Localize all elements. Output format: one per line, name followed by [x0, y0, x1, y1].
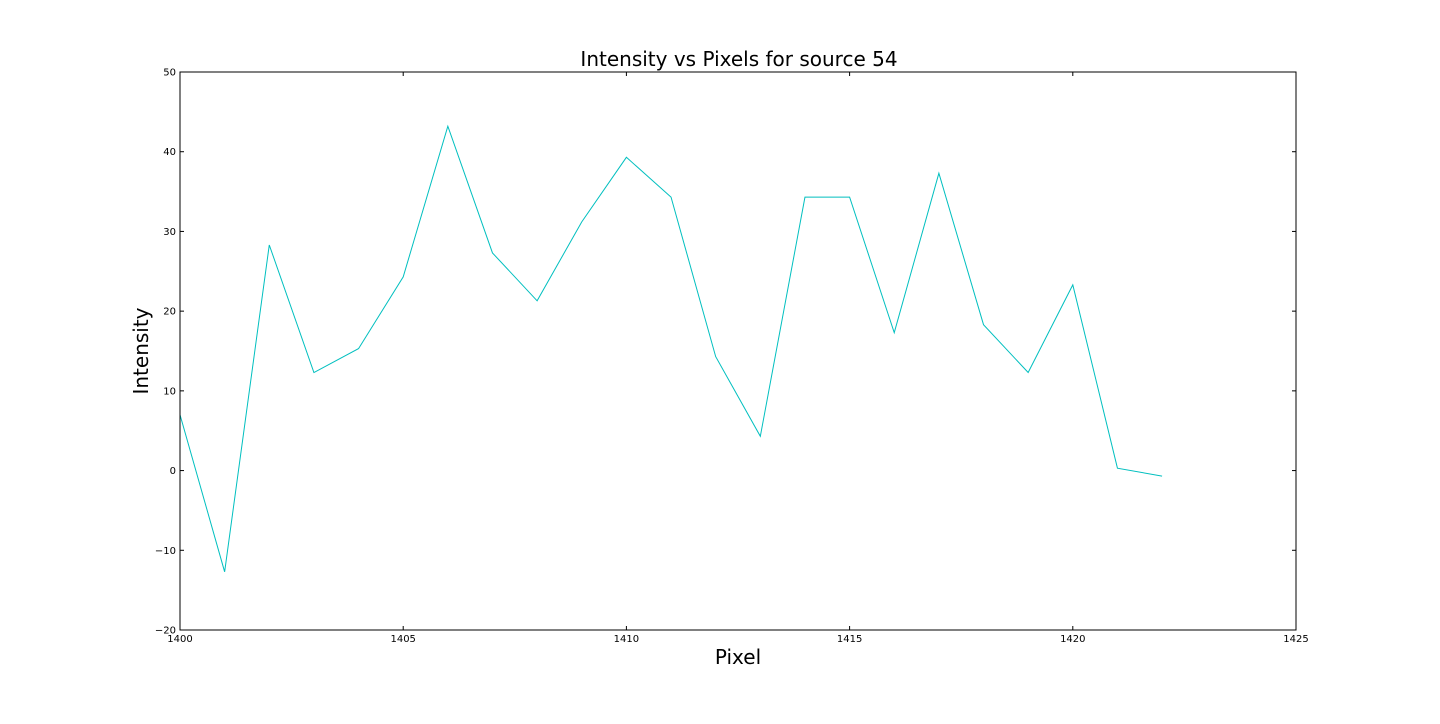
y-tick-label: 40: [163, 147, 176, 158]
y-tick-label: 30: [163, 227, 176, 238]
x-tick-label: 1425: [1283, 634, 1308, 645]
plot-area: [179, 124, 1163, 572]
y-tick-label: −20: [155, 626, 176, 637]
y-tick-label: 20: [163, 307, 176, 318]
x-axis-label: Pixel: [715, 645, 761, 669]
x-tick-label: 1410: [614, 634, 639, 645]
y-tick-label: 0: [170, 466, 176, 477]
axis-ticks: 1400 1405 1410 1415 1420 1425 −20 −10 0 10 20 30 40 5…: [155, 68, 1309, 646]
y-tick-label: 10: [163, 386, 176, 397]
axes-frame: [179, 71, 1297, 631]
y-tick-label: −10: [155, 546, 176, 557]
x-tick-label: 1420: [1060, 634, 1085, 645]
y-tick-label: 50: [163, 68, 176, 79]
y-axis-label: Intensity: [129, 307, 153, 394]
x-tick-label: 1405: [390, 634, 415, 645]
chart-title: Intensity vs Pixels for source 54: [580, 47, 897, 71]
x-tick-label: 1400: [167, 634, 192, 645]
x-tick-label: 1415: [837, 634, 862, 645]
series-line-0: [179, 124, 1163, 572]
